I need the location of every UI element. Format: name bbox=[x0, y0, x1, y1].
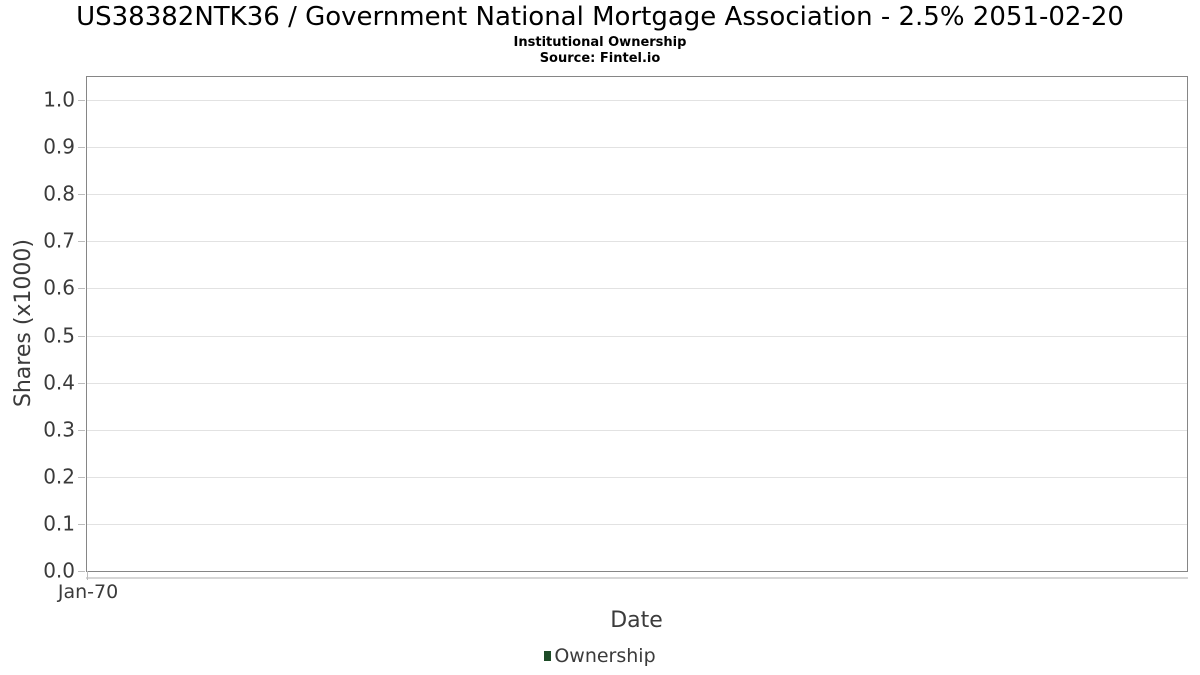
y-tick-label: 0.4 bbox=[43, 370, 75, 395]
legend-label-ownership: Ownership bbox=[554, 645, 656, 667]
y-tick-label: 0.3 bbox=[43, 417, 75, 442]
y-tick-label: 0.7 bbox=[43, 228, 75, 253]
y-tick-label: 0.1 bbox=[43, 511, 75, 536]
chart-subtitle: Institutional Ownership bbox=[513, 35, 687, 50]
y-tick-label: 0.5 bbox=[43, 323, 75, 348]
y-tick-label: 0.9 bbox=[43, 134, 75, 159]
gridline bbox=[87, 429, 1187, 431]
y-tick-mark bbox=[78, 194, 85, 196]
chart-source: Source: Fintel.io bbox=[539, 51, 661, 66]
gridline bbox=[87, 288, 1187, 290]
y-tick-mark bbox=[78, 335, 85, 337]
gridline bbox=[87, 382, 1187, 384]
y-tick-mark bbox=[78, 571, 85, 572]
chart-title: US38382NTK36 / Government National Mortg… bbox=[76, 2, 1124, 32]
gridline bbox=[87, 335, 1187, 337]
gridline bbox=[87, 194, 1187, 196]
y-tick-mark bbox=[78, 476, 85, 478]
y-tick-mark bbox=[78, 523, 85, 525]
gridline bbox=[87, 523, 1187, 525]
gridline bbox=[87, 147, 1187, 149]
y-tick-mark bbox=[78, 382, 85, 384]
x-axis-label: Date bbox=[610, 608, 663, 633]
x-axis-line bbox=[86, 577, 1188, 579]
x-tick-mark bbox=[87, 571, 88, 580]
x-tick-label: Jan-70 bbox=[57, 581, 119, 603]
legend: Ownership bbox=[0, 645, 1200, 667]
y-tick-label: 0.0 bbox=[43, 558, 75, 583]
y-tick-mark bbox=[78, 241, 85, 243]
gridline bbox=[87, 476, 1187, 478]
y-axis-label-container: Shares (x1000) bbox=[8, 76, 38, 571]
y-tick-mark bbox=[78, 147, 85, 149]
gridline bbox=[87, 241, 1187, 243]
y-tick-label: 0.6 bbox=[43, 275, 75, 300]
gridline bbox=[87, 100, 1187, 101]
y-tick-label: 1.0 bbox=[43, 87, 75, 112]
plot-area: Jan-70 0.0 0.1 0.2 0.3 0.4 0.5 0.6 0.7 0.8 0.9 1.0 bbox=[43, 76, 1188, 603]
y-tick-mark bbox=[78, 100, 85, 101]
y-axis-label: Shares (x1000) bbox=[10, 239, 36, 408]
y-tick-mark bbox=[78, 288, 85, 290]
y-tick-label: 0.2 bbox=[43, 464, 75, 489]
legend-marker-ownership bbox=[544, 651, 552, 661]
y-tick-label: 0.8 bbox=[43, 181, 75, 206]
y-tick-mark bbox=[78, 429, 85, 431]
